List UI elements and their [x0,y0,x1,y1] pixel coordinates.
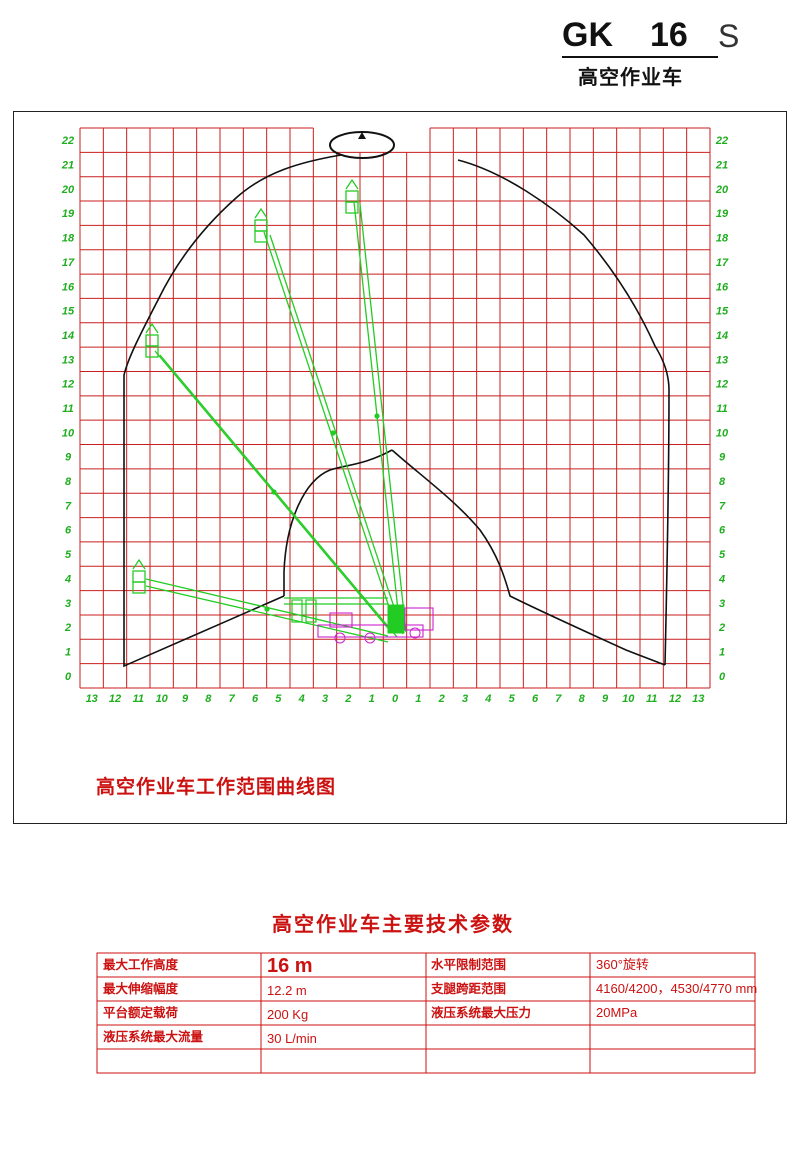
svg-text:6: 6 [532,693,539,705]
svg-text:11: 11 [716,403,727,415]
svg-text:10: 10 [156,693,169,705]
svg-text:14: 14 [716,330,728,342]
svg-text:8: 8 [205,693,212,705]
svg-text:19: 19 [62,208,75,220]
svg-text:6: 6 [719,525,726,537]
svg-text:4: 4 [64,573,71,585]
svg-text:3: 3 [65,598,71,610]
svg-text:15: 15 [62,306,75,318]
svg-text:13: 13 [716,354,728,366]
svg-text:8: 8 [65,476,72,488]
svg-text:5: 5 [719,549,726,561]
svg-text:17: 17 [62,257,75,269]
svg-text:2: 2 [344,693,351,705]
svg-text:18: 18 [62,233,75,245]
svg-text:11: 11 [133,693,144,705]
svg-text:1: 1 [719,647,725,659]
svg-text:8: 8 [719,476,726,488]
svg-text:7: 7 [229,693,236,705]
svg-text:1: 1 [415,693,421,705]
svg-text:13: 13 [692,693,704,705]
svg-text:20: 20 [61,184,75,196]
svg-text:2: 2 [64,622,71,634]
svg-text:20: 20 [715,184,729,196]
svg-text:7: 7 [719,500,726,512]
svg-text:2: 2 [718,622,725,634]
svg-text:21: 21 [715,160,728,172]
svg-text:12: 12 [109,693,121,705]
svg-text:13: 13 [86,693,98,705]
svg-text:3: 3 [719,598,725,610]
svg-text:17: 17 [716,257,729,269]
svg-text:7: 7 [555,693,562,705]
svg-text:5: 5 [275,693,282,705]
svg-text:5: 5 [509,693,516,705]
svg-text:12: 12 [62,379,74,391]
svg-text:16: 16 [716,281,729,293]
svg-text:0: 0 [65,671,72,683]
svg-text:22: 22 [61,135,74,147]
svg-text:12: 12 [716,379,728,391]
svg-text:2: 2 [438,693,445,705]
svg-text:14: 14 [62,330,74,342]
svg-text:16: 16 [62,281,75,293]
svg-text:10: 10 [62,427,75,439]
svg-text:10: 10 [622,693,635,705]
svg-text:4: 4 [718,573,725,585]
svg-text:6: 6 [252,693,259,705]
svg-text:0: 0 [392,693,399,705]
svg-text:10: 10 [716,427,729,439]
svg-text:11: 11 [646,693,657,705]
svg-text:1: 1 [369,693,375,705]
svg-text:3: 3 [462,693,468,705]
svg-text:21: 21 [61,160,74,172]
svg-text:13: 13 [62,354,74,366]
svg-text:9: 9 [65,452,72,464]
svg-text:3: 3 [322,693,328,705]
svg-text:4: 4 [298,693,305,705]
svg-text:18: 18 [716,233,729,245]
svg-text:11: 11 [62,403,73,415]
svg-text:7: 7 [65,500,72,512]
svg-text:22: 22 [715,135,728,147]
svg-text:6: 6 [65,525,72,537]
svg-text:12: 12 [669,693,681,705]
svg-text:0: 0 [719,671,726,683]
svg-text:5: 5 [65,549,72,561]
svg-text:8: 8 [579,693,586,705]
svg-text:4: 4 [484,693,491,705]
svg-text:1: 1 [65,647,71,659]
svg-text:19: 19 [716,208,729,220]
svg-text:9: 9 [602,693,609,705]
svg-text:15: 15 [716,306,729,318]
svg-text:9: 9 [182,693,189,705]
svg-text:9: 9 [719,452,726,464]
